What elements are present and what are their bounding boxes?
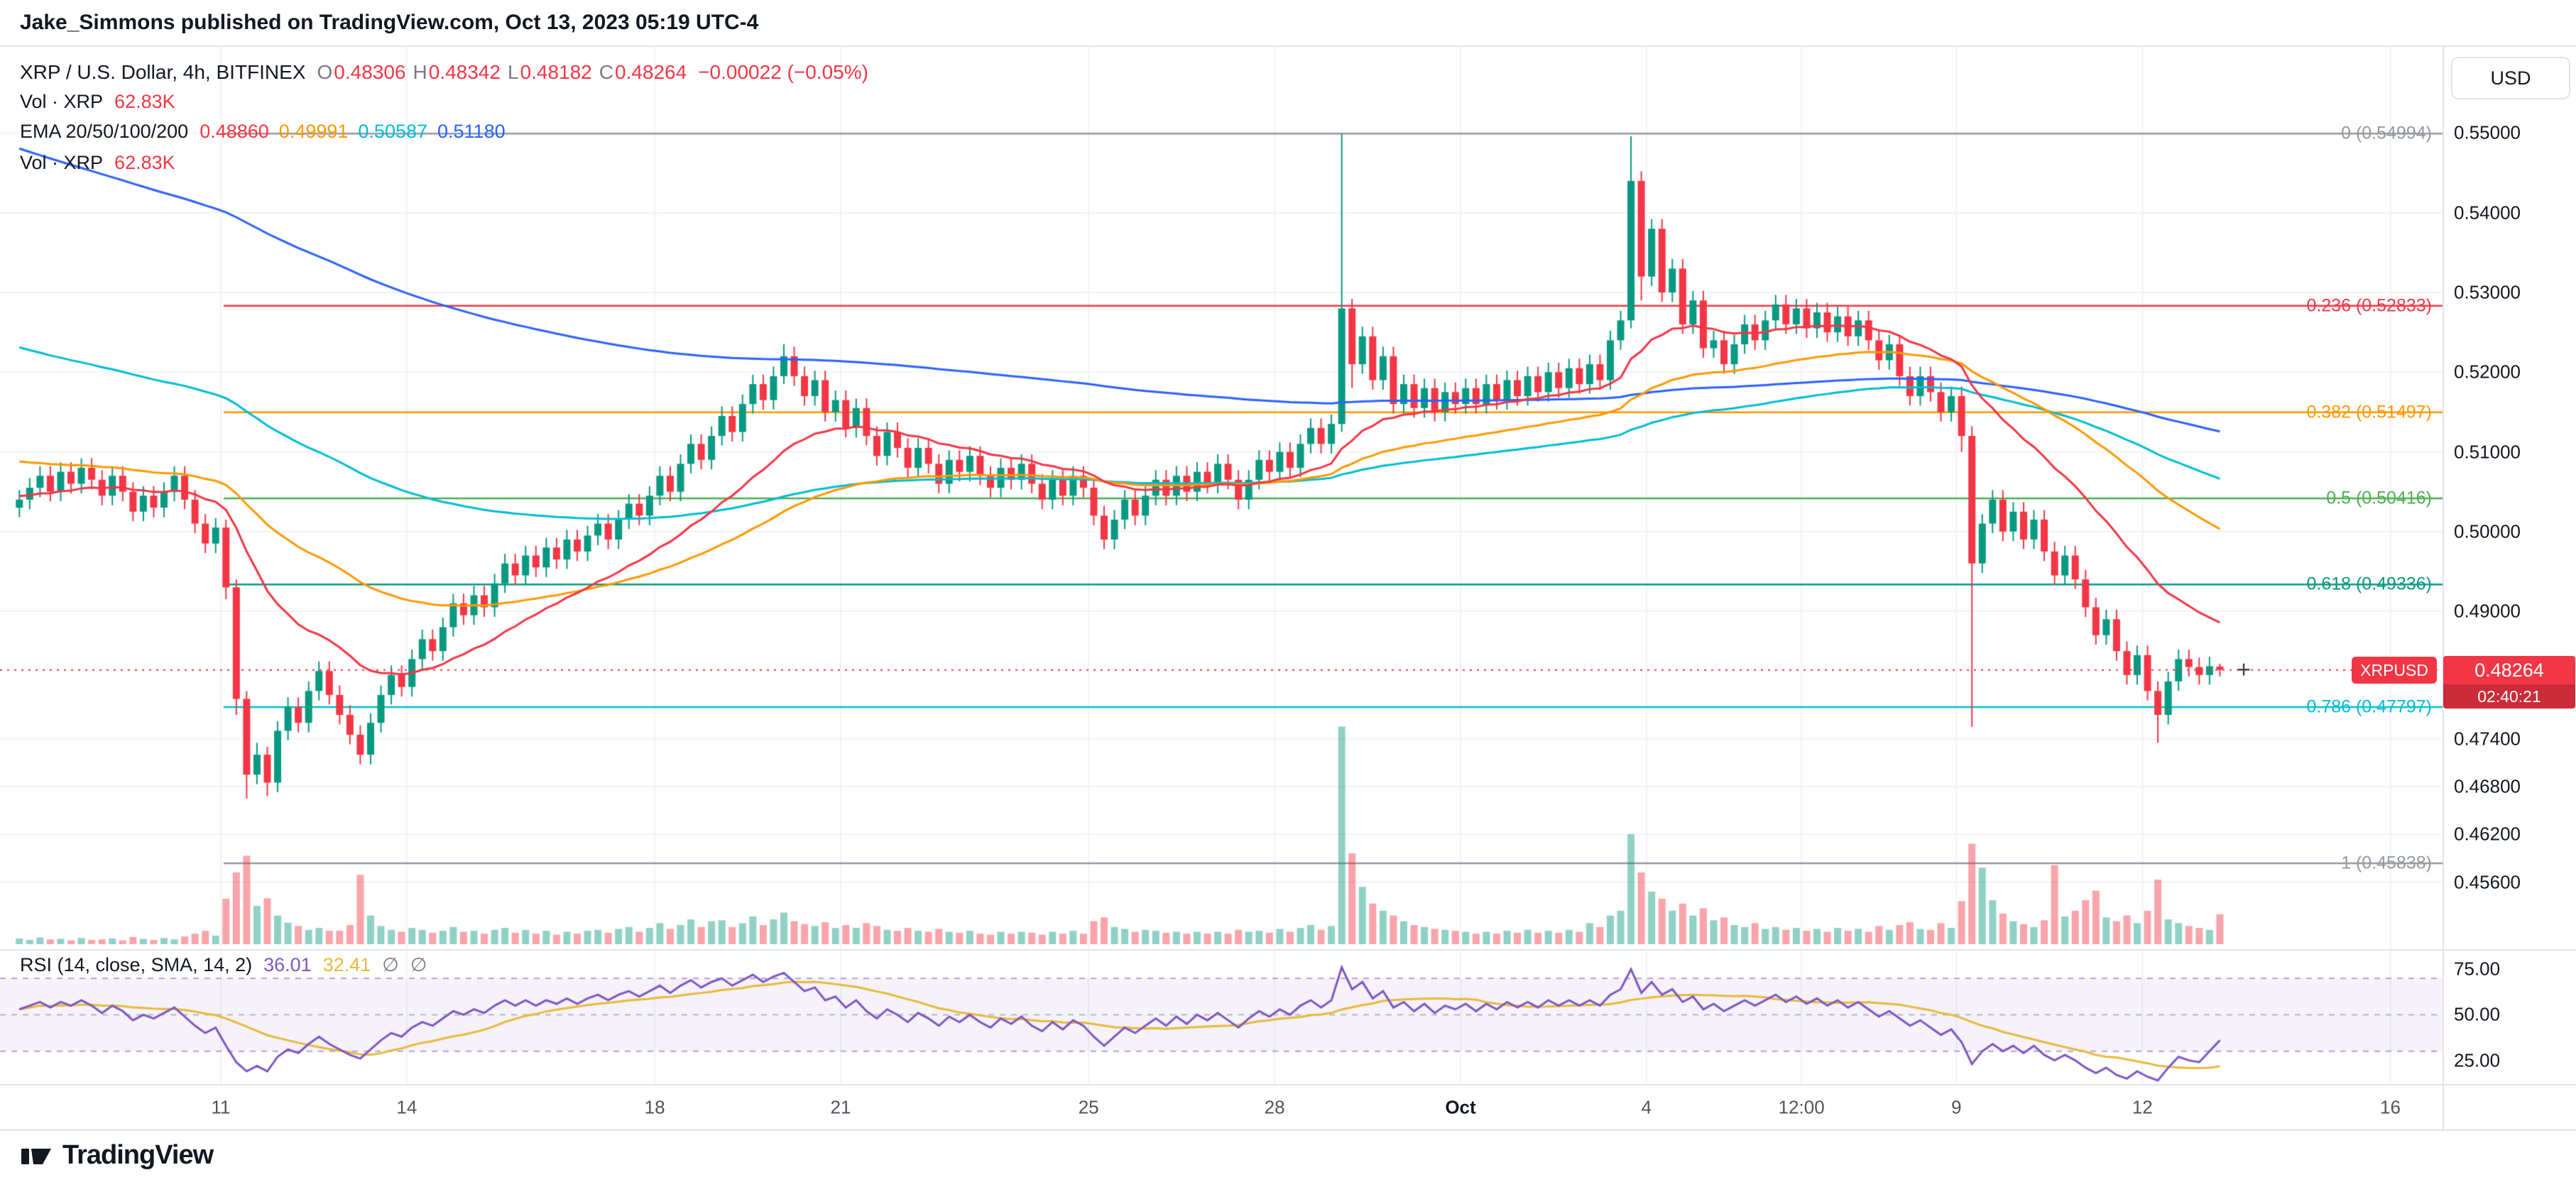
rsi-sma-value: 32.41 [322,954,371,975]
rsi-pane-canvas[interactable] [0,949,2443,1084]
ohlc-key: L [507,61,519,83]
volume-indicator-label[interactable]: Vol · XRP [20,91,104,112]
candle-countdown: 02:40:21 [2443,684,2575,709]
symbol-title[interactable]: XRP / U.S. Dollar, 4h, BITFINEX [20,61,306,83]
ohlc-readout: O 0.48306 H 0.48342 L 0.48182 C 0.48264 [317,61,687,84]
tradingview-logo-icon [21,1148,51,1164]
ema-indicator-label[interactable]: EMA 20/50/100/200 [20,121,189,142]
price-chart-canvas[interactable] [0,45,2443,949]
ema-values: 0.48860 0.49991 0.50587 0.51180 [200,121,515,143]
rsi-value: 36.01 [263,954,312,975]
ohlc-value: 0.48342 [428,61,501,83]
volume-value-2: 62.83K [114,152,175,173]
ohlc-value: 0.48264 [614,61,687,83]
chart-bottom-border [0,1129,2576,1131]
change-readout: −0.00022 (−0.05%) [698,61,868,83]
publish-attribution: Jake_Simmons published on TradingView.co… [20,11,759,34]
rsi-indicator-label[interactable]: RSI (14, close, SMA, 14, 2) [20,954,253,975]
price-axis[interactable] [2444,45,2576,1084]
volume-indicator-label-2[interactable]: Vol · XRP [20,152,104,173]
rsi-upper-band-value: ∅ [382,954,399,975]
price-line-plus-icon[interactable]: + [2237,656,2251,684]
ohlc-value: 0.48182 [520,61,592,83]
ohlc-key: H [413,61,427,83]
ema-value: 0.49991 [278,121,349,142]
rsi-lower-band-value: ∅ [410,954,427,975]
ohlc-key: C [599,61,613,83]
pane-separator[interactable] [0,949,2576,951]
volume-value: 62.83K [114,91,175,112]
time-axis-separator [0,1084,2576,1085]
price-axis-separator [2443,45,2444,1131]
tradingview-logo-text: TradingView [62,1140,214,1170]
current-price-value: 0.48264 [2443,655,2575,684]
ema-value: 0.51180 [437,121,506,142]
ema-value: 0.50587 [358,121,428,142]
tradingview-logo[interactable]: TradingView [20,1140,214,1171]
ohlc-key: O [317,61,333,83]
current-price-badge[interactable]: 0.48264 02:40:21 [2443,655,2575,709]
symbol-price-line-label: XRPUSD [2352,656,2437,684]
time-axis[interactable] [0,1085,2443,1129]
currency-toggle-button[interactable]: USD [2451,57,2570,99]
chart-top-border [0,45,2576,47]
ohlc-value: 0.48306 [334,61,406,83]
ema-value: 0.48860 [200,121,269,142]
